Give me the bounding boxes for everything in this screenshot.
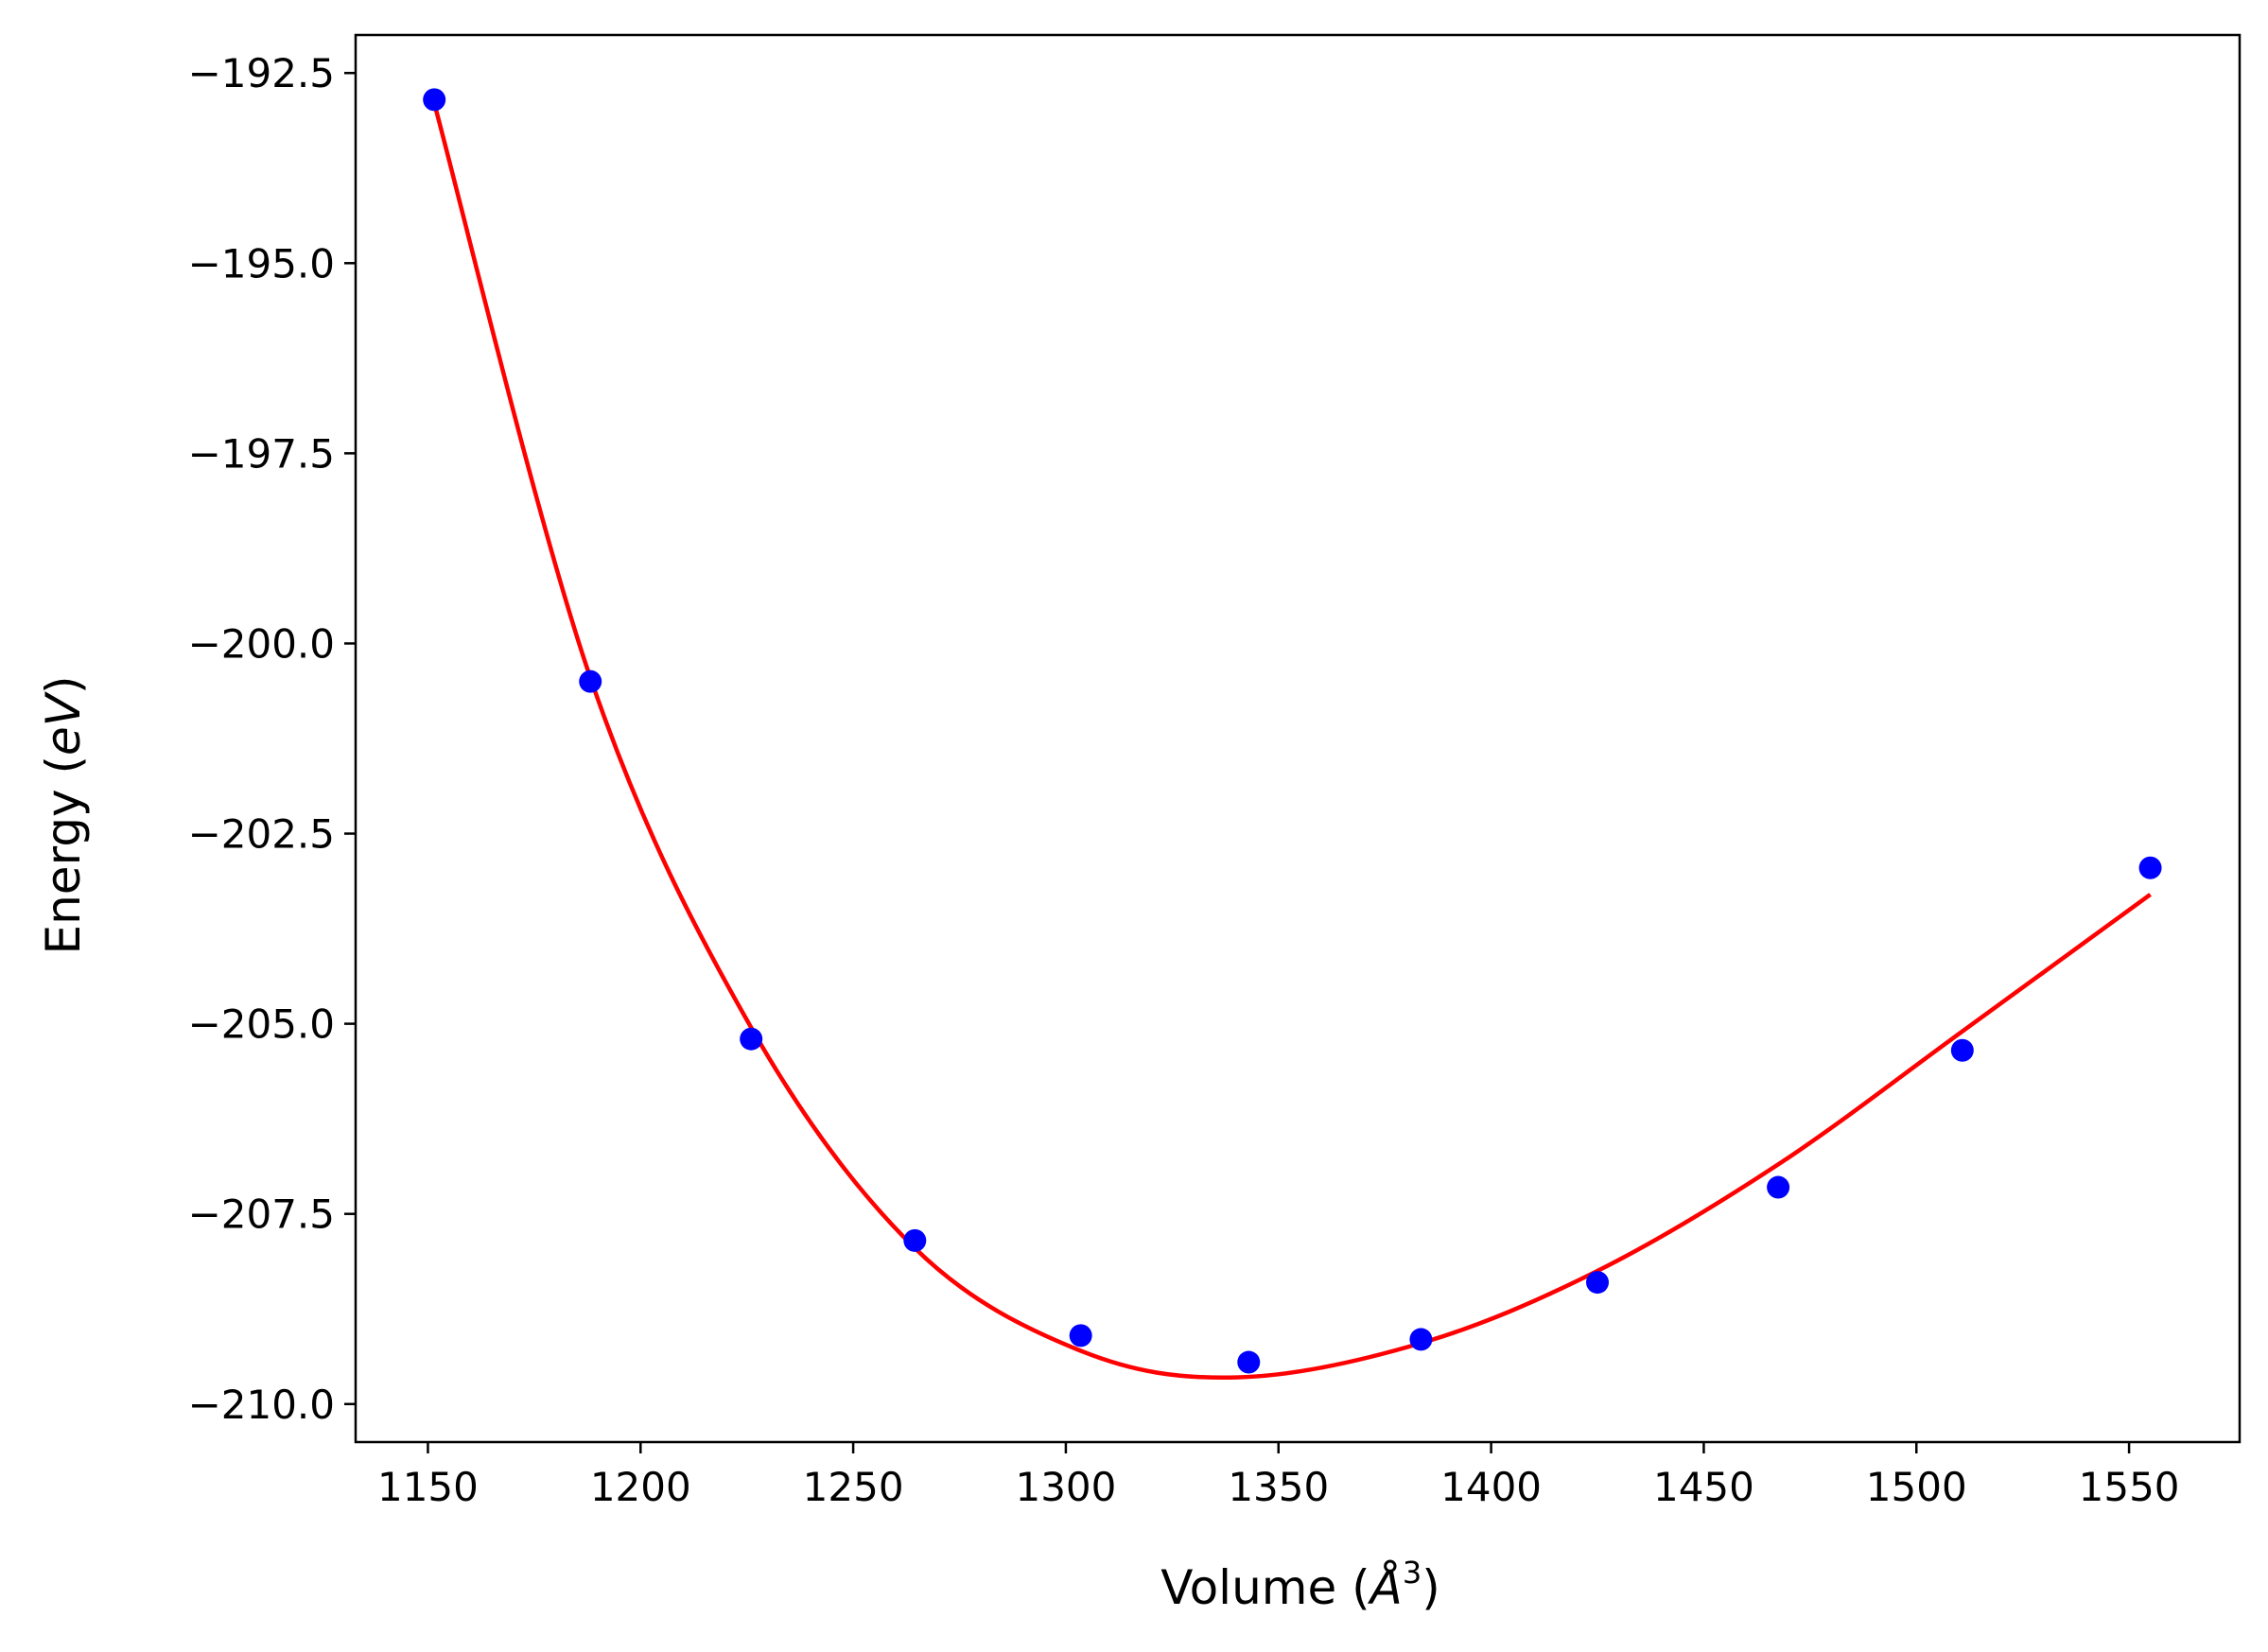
- data-point: [1950, 1038, 1974, 1062]
- y-tick-label: −195.0: [188, 240, 335, 287]
- x-tick-label: 1450: [1653, 1464, 1754, 1510]
- x-tick-label: 1250: [803, 1464, 904, 1510]
- data-point: [740, 1027, 763, 1051]
- data-point: [1586, 1271, 1610, 1295]
- y-axis-ticks: −192.5 −195.0 −197.5 −200.0 −202.5 −205.0 −207…: [188, 50, 356, 1428]
- x-tick-label: 1400: [1440, 1464, 1542, 1510]
- x-axis-label: Volume (Å3): [1160, 1555, 1439, 1615]
- plot-area: [356, 35, 2240, 1442]
- x-tick-label: 1550: [2079, 1464, 2180, 1510]
- data-point: [579, 669, 602, 693]
- x-tick-label: 1500: [1866, 1464, 1967, 1510]
- fit-layer: [432, 102, 2152, 1381]
- data-point: [2138, 856, 2162, 879]
- y-tick-label: −200.0: [188, 620, 335, 667]
- data-point: [1767, 1175, 1790, 1199]
- x-tick-label: 1350: [1228, 1464, 1329, 1510]
- y-tick-label: −202.5: [188, 811, 335, 858]
- data-point: [1409, 1328, 1433, 1351]
- x-tick-label: 1150: [377, 1464, 479, 1510]
- data-point: [423, 88, 446, 112]
- x-tick-label: 1200: [590, 1464, 691, 1510]
- y-tick-label: −197.5: [188, 430, 335, 477]
- plot-frame: [354, 33, 2242, 1444]
- x-tick-label: 1300: [1015, 1464, 1116, 1510]
- x-axis-ticks: 1150 1200 1250 1300 1350 1400 1450 1500 1550: [377, 1442, 2180, 1510]
- data-point: [1069, 1324, 1092, 1348]
- y-tick-label: −205.0: [188, 1001, 335, 1048]
- y-axis-label: Energy (eV): [36, 676, 91, 955]
- y-tick-label: −207.5: [188, 1191, 335, 1238]
- y-tick-label: −192.5: [188, 50, 335, 96]
- y-tick-label: −210.0: [188, 1382, 335, 1428]
- data-point: [1237, 1350, 1261, 1374]
- data-point: [903, 1228, 927, 1252]
- points-layer: [423, 88, 2162, 1374]
- fit-curve: [432, 102, 2152, 1381]
